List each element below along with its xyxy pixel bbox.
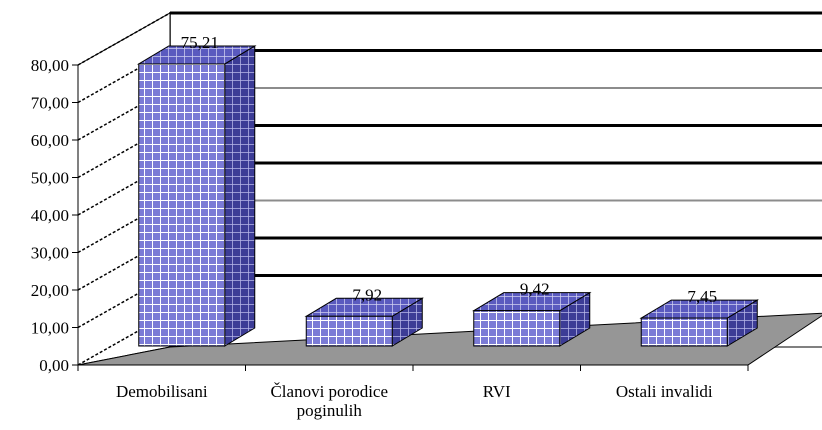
category-label: Ostali invalidi (616, 382, 713, 401)
bar-3 (471, 291, 592, 347)
y-tick-label: 40,00 (31, 206, 69, 225)
bar-face (473, 310, 561, 347)
side-gridline (77, 237, 171, 291)
category-label: poginulih (297, 401, 363, 420)
side-gridline (77, 12, 171, 66)
side-gridline (77, 87, 171, 141)
data-label: 9,42 (520, 280, 550, 299)
y-tick-label: 0,00 (39, 356, 69, 375)
side-gridline (77, 312, 171, 366)
category-label: Demobilisani (116, 382, 208, 401)
bar-face (640, 317, 728, 347)
side-gridline (77, 199, 171, 254)
bar-face (305, 315, 393, 347)
bar-side (224, 45, 256, 347)
data-label: 75,21 (181, 33, 219, 52)
data-label: 7,92 (352, 285, 382, 304)
y-tick-label: 70,00 (31, 94, 69, 113)
category-label: Članovi porodice (270, 382, 388, 401)
side-gridline (77, 124, 171, 179)
y-tick-label: 10,00 (31, 319, 69, 338)
bar-4 (639, 299, 760, 347)
y-tick-label: 60,00 (31, 131, 69, 150)
data-label: 7,45 (687, 287, 717, 306)
side-gridline (77, 49, 171, 104)
side-gridline (77, 274, 171, 329)
y-tick-label: 30,00 (31, 244, 69, 263)
y-tick-label: 80,00 (31, 56, 69, 75)
y-tick-label: 20,00 (31, 281, 69, 300)
category-label: RVI (483, 382, 511, 401)
y-tick-label: 50,00 (31, 169, 69, 188)
bar-1 (136, 45, 257, 347)
bar-face (138, 63, 226, 347)
bar-2 (304, 297, 425, 347)
side-gridline (77, 162, 171, 216)
